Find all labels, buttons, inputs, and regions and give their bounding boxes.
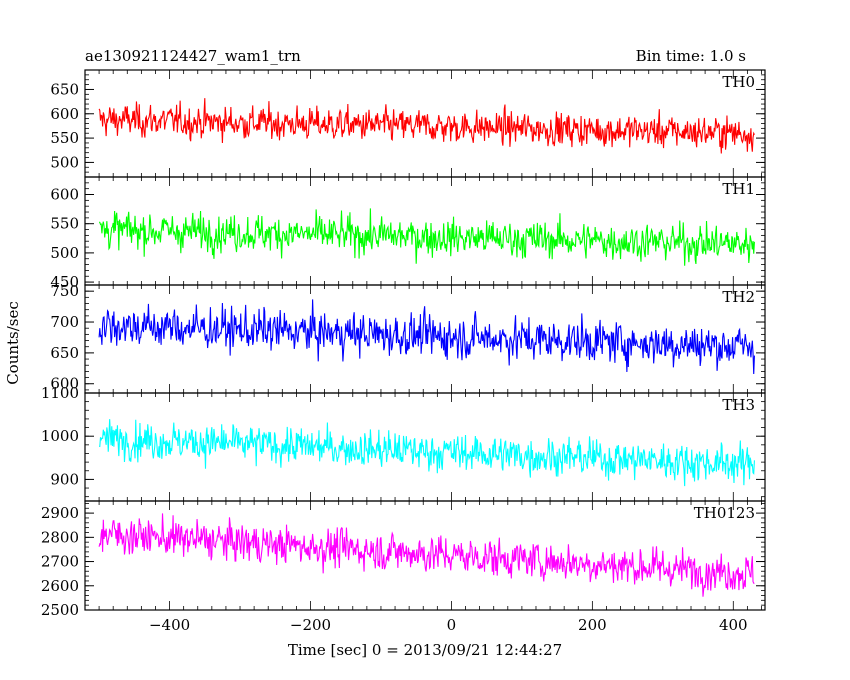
panel-frame <box>84 500 766 611</box>
y-tick-label: 600 <box>50 105 79 123</box>
panel-th1: 450 500 550 600 TH1 <box>50 176 766 291</box>
x-tick-label: 400 <box>719 616 748 634</box>
panel-th2: 600 650 700 750 TH2 <box>50 282 766 394</box>
series-label-th0: TH0 <box>722 73 755 91</box>
series-label-th2: TH2 <box>722 288 755 306</box>
x-axis: −400 −200 0 200 400 <box>149 616 748 634</box>
x-tick-label: −400 <box>149 616 190 634</box>
panel-th3: 900 1000 1100 TH3 <box>41 384 766 502</box>
y-tick-label: 2700 <box>41 553 79 571</box>
y-tick-label: 600 <box>50 375 79 393</box>
y-tick-label: 450 <box>50 273 79 291</box>
series-line-th3 <box>98 419 755 487</box>
y-tick-label: 750 <box>50 282 79 300</box>
series-label-th0123: TH0123 <box>694 504 755 522</box>
series-line-th1 <box>99 208 755 266</box>
series-line-th0123 <box>98 513 755 597</box>
x-tick-label: −200 <box>290 616 331 634</box>
y-tick-label: 650 <box>50 344 79 362</box>
y-tick-label: 500 <box>50 244 79 262</box>
y-tick-label: 600 <box>50 186 79 204</box>
y-tick-label: 2500 <box>41 601 79 619</box>
panel-th0: 500 550 600 650 TH0 <box>50 69 766 178</box>
y-axis-label: Counts/sec <box>4 301 22 385</box>
y-tick-label: 2900 <box>41 504 79 522</box>
panels-group: 500 550 600 650 TH0 450 500 550 600 TH1 600 650 700 7… <box>41 69 766 619</box>
y-tick-label: 550 <box>50 215 79 233</box>
series-label-th3: TH3 <box>722 396 755 414</box>
series-line-th0 <box>98 98 755 154</box>
y-tick-label: 550 <box>50 129 79 147</box>
y-tick-label: 500 <box>50 153 79 171</box>
y-tick-label: 1100 <box>41 384 79 402</box>
y-tick-label: 900 <box>50 470 79 488</box>
y-tick-label: 2600 <box>41 577 79 595</box>
y-tick-label: 2800 <box>41 528 79 546</box>
series-line-th2 <box>98 299 755 375</box>
x-tick-label: 0 <box>447 616 457 634</box>
y-tick-label: 700 <box>50 313 79 331</box>
series-label-th1: TH1 <box>722 180 755 198</box>
panel-th0123: 2500 2600 2700 2800 2900 TH0123 <box>41 500 766 619</box>
x-tick-label: 200 <box>578 616 607 634</box>
y-tick-label: 650 <box>50 80 79 98</box>
x-axis-label: Time [sec] 0 = 2013/09/21 12:44:27 <box>288 641 562 659</box>
bin-time-label: Bin time: 1.0 s <box>636 47 746 65</box>
chart-title: ae130921124427_wam1_trn <box>85 47 301 65</box>
y-tick-label: 1000 <box>41 427 79 445</box>
